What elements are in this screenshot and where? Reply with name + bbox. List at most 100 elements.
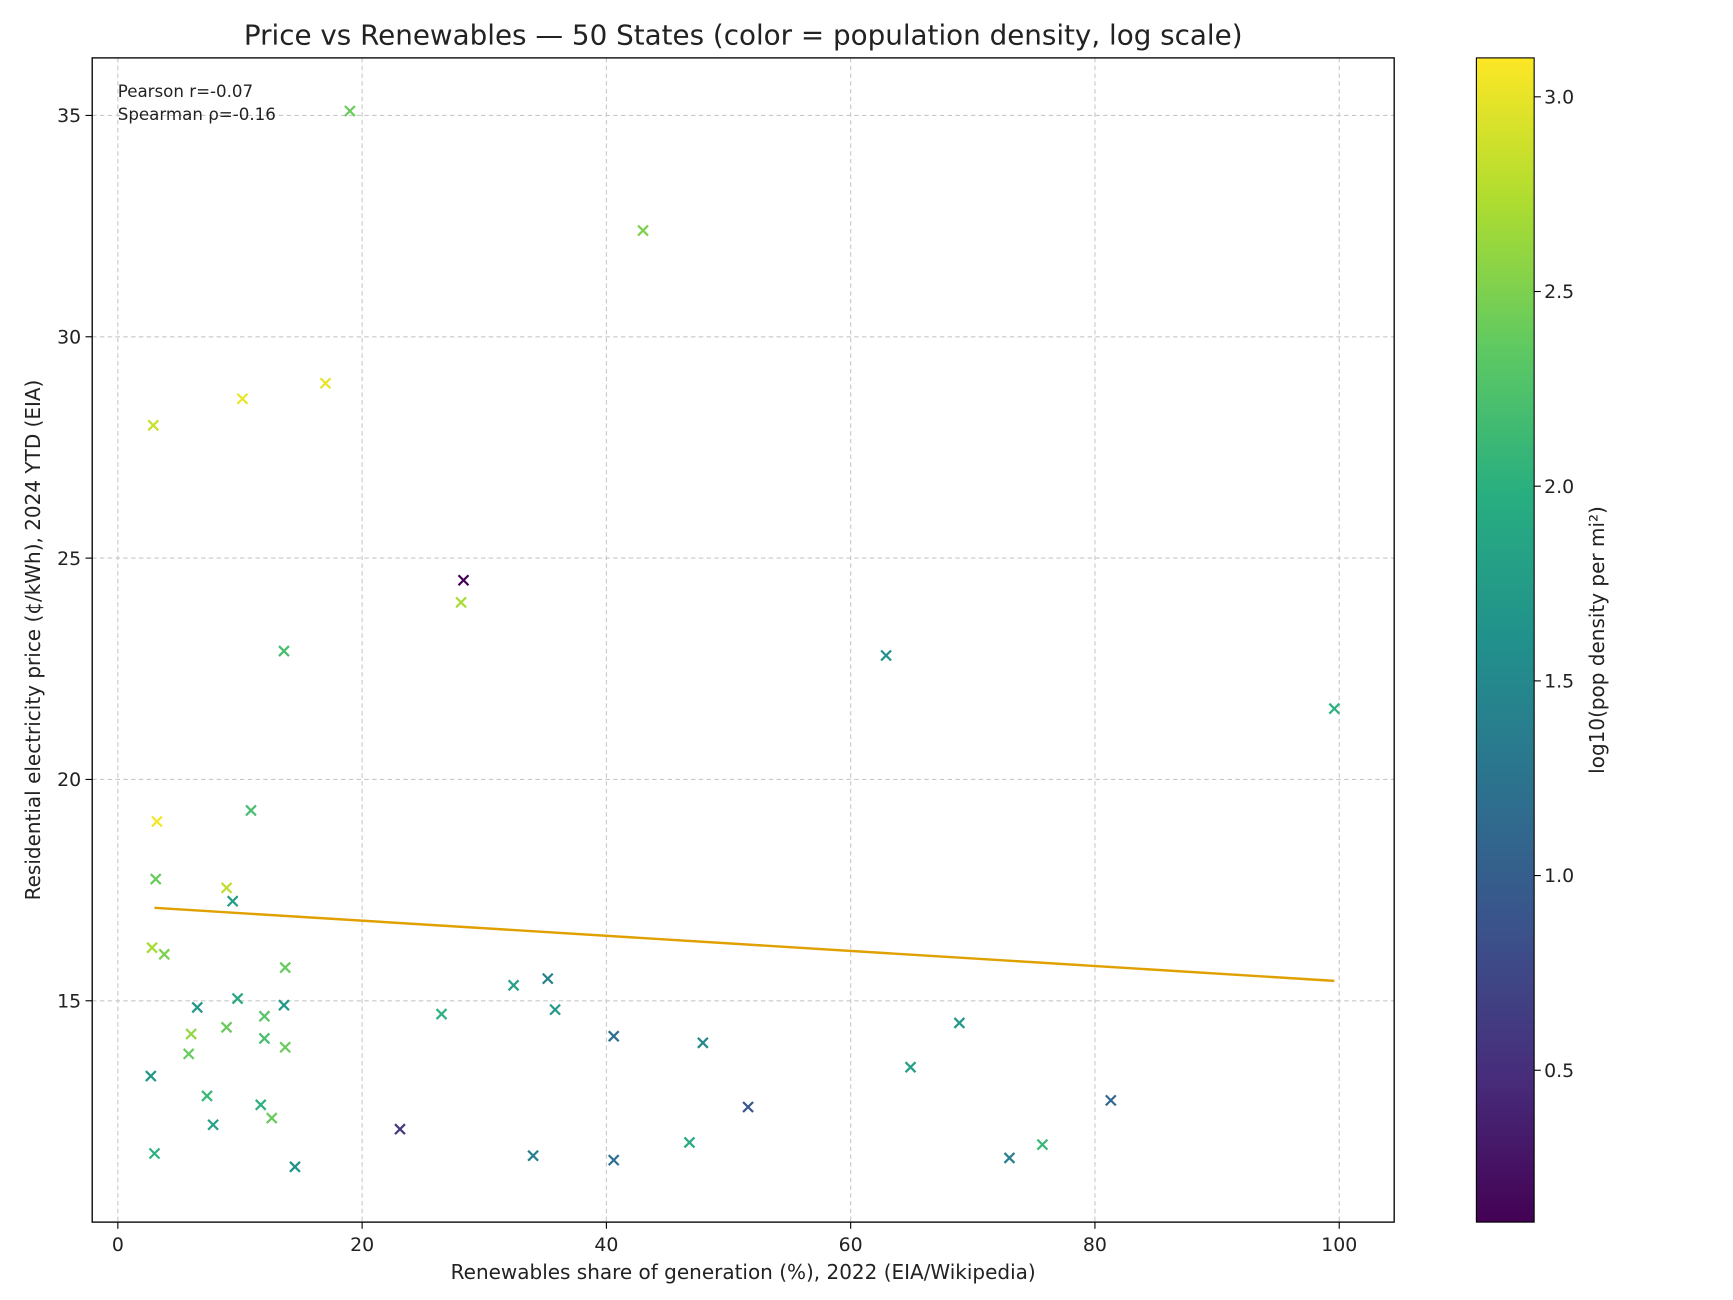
data-point <box>245 804 257 817</box>
data-point <box>344 105 356 117</box>
marker-stroke <box>145 1070 157 1082</box>
data-point <box>607 1030 620 1042</box>
data-point <box>226 895 239 907</box>
data-point <box>507 979 520 992</box>
marker-stroke <box>279 961 291 974</box>
data-point <box>319 377 332 390</box>
data-point <box>455 596 467 609</box>
marker-stroke <box>1003 1152 1016 1164</box>
marker-stroke <box>904 1061 917 1073</box>
marker-stroke <box>258 1010 271 1023</box>
marker-stroke <box>220 1021 233 1034</box>
marker-stroke <box>344 105 356 117</box>
colorbar-ticks: 0.5 1.0 1.5 2.0 2.5 3.0 <box>1534 86 1574 1082</box>
data-point <box>201 1090 213 1102</box>
marker-stroke <box>457 574 470 587</box>
marker-stroke <box>148 1147 161 1160</box>
data-point <box>1003 1152 1016 1164</box>
data-point <box>191 1001 204 1014</box>
marker-stroke <box>151 815 163 828</box>
spearman-annotation: Spearman ρ=-0.16 <box>118 105 276 124</box>
marker-stroke <box>541 972 554 985</box>
marker-stroke <box>146 941 158 954</box>
data-point <box>742 1101 754 1113</box>
data-point <box>147 419 160 432</box>
x-axis-label: Renewables share of generation (%), 2022… <box>451 1260 1036 1284</box>
y-axis-label: Residential electricity price (¢/kWh), 2… <box>21 380 45 901</box>
data-point <box>435 1008 448 1020</box>
marker-stroke <box>207 1118 219 1131</box>
x-tick-label: 80 <box>1083 1234 1107 1256</box>
data-point <box>683 1136 696 1149</box>
data-point <box>149 873 162 885</box>
data-point <box>185 1028 197 1040</box>
data-point <box>1036 1138 1049 1151</box>
marker-stroke <box>220 882 233 894</box>
marker-stroke <box>507 979 520 992</box>
data-point <box>279 1041 291 1054</box>
data-point <box>527 1149 539 1162</box>
data-point <box>904 1061 917 1073</box>
marker-stroke <box>265 1112 278 1124</box>
data-point <box>289 1160 301 1173</box>
marker-stroke <box>527 1149 539 1162</box>
data-point <box>953 1017 966 1029</box>
marker-stroke <box>455 596 467 609</box>
data-point <box>207 1118 219 1131</box>
data-point <box>880 649 892 662</box>
x-axis-ticks: 0 20 40 60 80 100 <box>112 1222 1357 1256</box>
y-tick-label: 30 <box>57 326 81 348</box>
x-tick-label: 100 <box>1321 1234 1357 1256</box>
marker-stroke <box>683 1136 696 1149</box>
marker-stroke <box>279 1041 291 1054</box>
marker-stroke <box>1036 1138 1049 1151</box>
data-point <box>1105 1094 1117 1107</box>
trend-line <box>154 906 1335 983</box>
marker-stroke <box>185 1028 197 1040</box>
chart-title: Price vs Renewables — 50 States (color =… <box>244 19 1243 52</box>
colorbar-tick-label: 3.0 <box>1544 86 1574 108</box>
data-point <box>278 999 290 1011</box>
data-point <box>148 1147 161 1160</box>
marker-stroke <box>149 873 162 885</box>
data-point <box>394 1123 406 1135</box>
marker-stroke <box>319 377 332 390</box>
marker-stroke <box>880 649 892 662</box>
data-point <box>182 1048 195 1060</box>
marker-stroke <box>226 895 239 907</box>
data-point <box>145 1070 157 1082</box>
marker-stroke <box>435 1008 448 1020</box>
plot-frame <box>91 57 1395 1223</box>
marker-stroke <box>289 1160 301 1173</box>
marker-stroke <box>549 1003 561 1016</box>
data-point <box>278 645 290 657</box>
marker-stroke <box>607 1154 620 1166</box>
y-tick-label: 25 <box>57 548 81 570</box>
x-tick-label: 20 <box>350 1234 374 1256</box>
data-points <box>145 105 1341 1173</box>
marker-stroke <box>742 1101 754 1113</box>
marker-stroke <box>245 804 257 817</box>
data-point <box>457 574 470 587</box>
y-tick-label: 20 <box>57 769 81 791</box>
y-axis-ticks: 15 20 25 30 35 <box>57 105 93 1012</box>
data-point <box>607 1154 620 1166</box>
data-point <box>254 1099 267 1111</box>
marker-stroke <box>1328 702 1341 715</box>
x-tick-label: 60 <box>839 1234 863 1256</box>
colorbar-label: log10(pop density per mi²) <box>1585 506 1609 774</box>
marker-stroke <box>236 392 249 405</box>
data-point <box>146 941 158 954</box>
colorbar-tick-label: 2.5 <box>1544 281 1574 303</box>
marker-stroke <box>278 645 290 657</box>
marker-stroke <box>637 224 649 237</box>
colorbar <box>1475 57 1535 1223</box>
data-point <box>151 815 163 828</box>
gridlines <box>92 57 1395 1223</box>
y-tick-label: 15 <box>57 990 81 1012</box>
data-point <box>258 1032 271 1045</box>
data-point <box>258 1010 271 1023</box>
data-point <box>220 1021 233 1034</box>
data-point <box>637 224 649 237</box>
